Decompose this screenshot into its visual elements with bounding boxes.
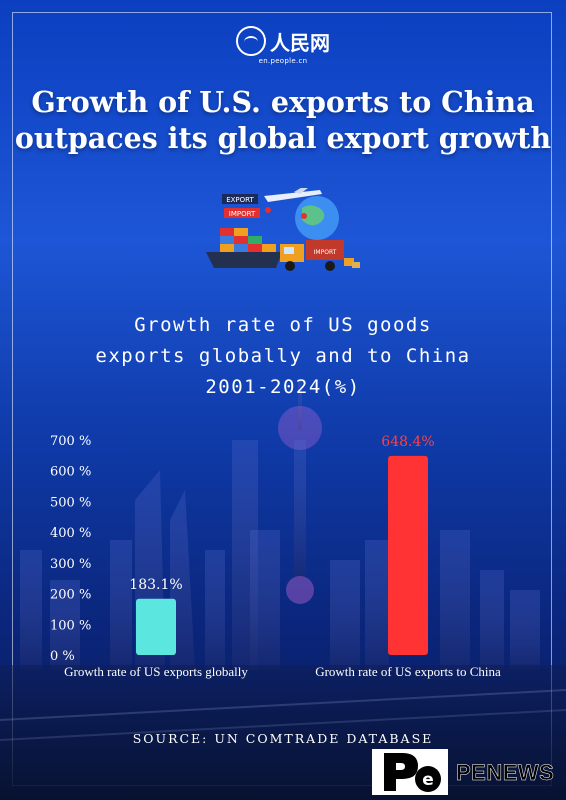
export-tag: EXPORT bbox=[226, 196, 254, 204]
category-label: Growth rate of US exports globally bbox=[64, 664, 248, 679]
y-tick-label: 300 % bbox=[50, 557, 91, 572]
y-tick-label: 700 % bbox=[50, 434, 91, 449]
import-tag: IMPORT bbox=[229, 210, 256, 218]
logo-emblem-icon bbox=[236, 26, 266, 56]
pe-logo-icon: e bbox=[372, 749, 448, 795]
bar bbox=[136, 598, 176, 655]
y-tick-label: 0 % bbox=[50, 649, 75, 664]
logo-name: 人民网 bbox=[270, 30, 330, 55]
city-skyline-background bbox=[0, 380, 566, 800]
container-label: IMPORT bbox=[314, 249, 337, 256]
y-tick-label: 500 % bbox=[50, 495, 91, 510]
y-tick-label: 200 % bbox=[50, 588, 91, 603]
chart-title: Growth rate of US goods exports globally… bbox=[95, 314, 471, 398]
svg-text:e: e bbox=[422, 770, 434, 790]
people-daily-logo: 人民网 en.people.cn bbox=[0, 26, 566, 65]
logo-url: en.people.cn bbox=[258, 57, 308, 65]
bar-chart: 0 % 100 % 200 % 300 % 400 % 500 % 600 % 700 % 18… bbox=[50, 434, 501, 679]
data-label: 183.1% bbox=[129, 577, 182, 593]
source-note: SOURCE: UN COMTRADE DATABASE bbox=[132, 731, 434, 746]
trade-illustration: EXPORT IMPORT IMPORT bbox=[206, 188, 360, 271]
page-title: Growth of U.S. exports to China outpaces… bbox=[14, 85, 552, 155]
y-tick-label: 600 % bbox=[50, 465, 91, 480]
category-label: Growth rate of US exports to China bbox=[315, 664, 501, 679]
data-label: 648.4% bbox=[381, 434, 434, 450]
y-tick-label: 400 % bbox=[50, 526, 91, 541]
bar bbox=[388, 455, 428, 655]
brand-name: PENEWS bbox=[456, 760, 555, 786]
y-tick-label: 100 % bbox=[50, 618, 91, 633]
